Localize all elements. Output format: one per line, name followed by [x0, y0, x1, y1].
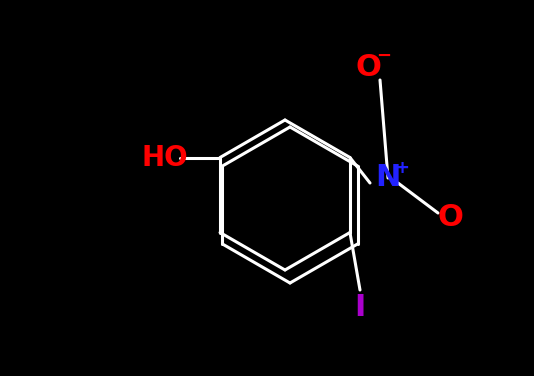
- Text: +: +: [395, 159, 410, 177]
- Text: HO: HO: [142, 144, 189, 171]
- Text: N: N: [375, 164, 400, 193]
- Text: I: I: [355, 294, 366, 323]
- Text: −: −: [376, 47, 391, 65]
- Text: O: O: [437, 203, 463, 232]
- Text: O: O: [355, 53, 381, 82]
